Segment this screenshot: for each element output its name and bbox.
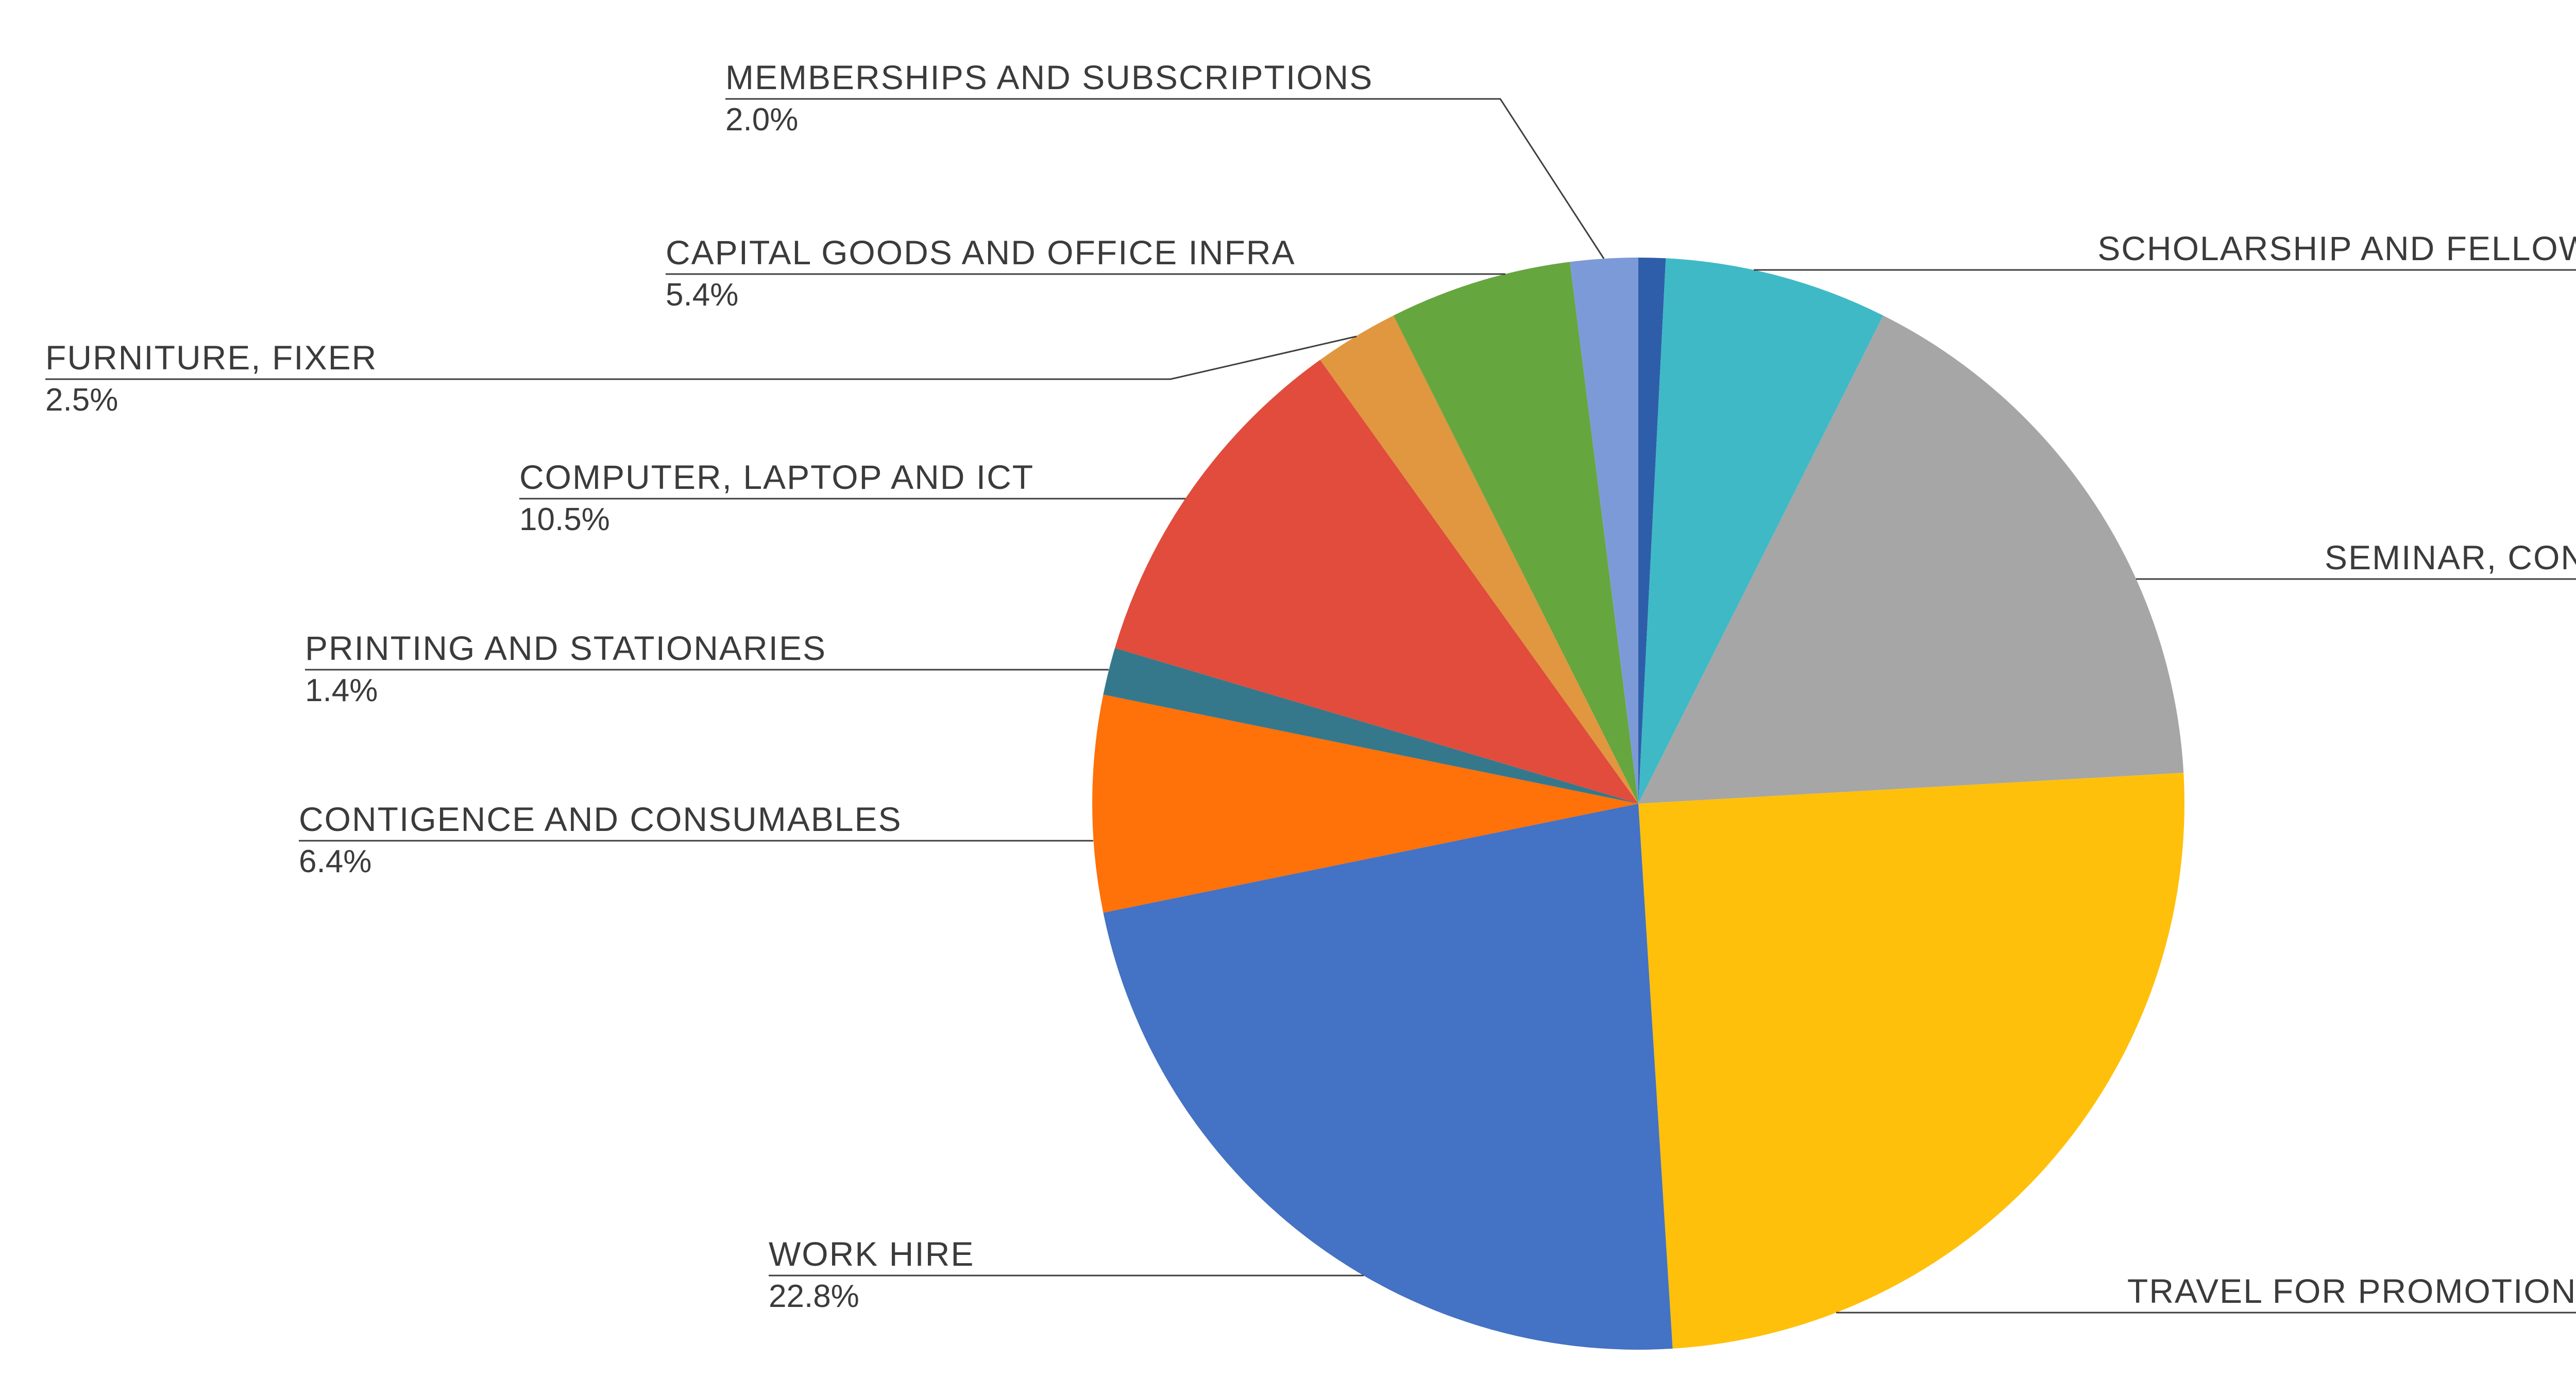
slice-percent: 22.8% — [769, 1279, 859, 1314]
slice-label-scholarship: SCHOLARSHIP AND FELLOWSHIP, AWARDS, REWA… — [2097, 229, 2576, 309]
slice-percent: 2.0% — [725, 102, 799, 138]
slice-label-text: CONTIGENCE AND CONSUMABLES — [299, 800, 902, 838]
pie-slice-capital-goods[interactable] — [1393, 262, 1638, 804]
slice-percent: 1.4% — [305, 673, 378, 708]
slice-label-furniture: FURNITURE, FIXER 2.5% — [45, 338, 377, 418]
slice-percent: 6.4% — [299, 844, 372, 879]
slice-label-seminar: SEMINAR, CONFERENCE, EVENTS AND DELE... … — [2325, 538, 2576, 618]
slice-label-text: FURNITURE, FIXER — [45, 338, 378, 377]
slice-label-computer: COMPUTER, LAPTOP AND ICT 10.5% — [519, 457, 1034, 538]
pie-slice-memberships[interactable] — [1570, 258, 1638, 804]
slice-percent: 24.9% — [2127, 1316, 2576, 1352]
slice-label-text: SCHOLARSHIP AND FELLOWSHIP, AWARDS, REWA… — [2097, 229, 2576, 267]
slice-label-text: COMPUTER, LAPTOP AND ICT — [519, 458, 1035, 496]
slice-label-text: SEMINAR, CONFERENCE, EVENTS AND DELE... — [2325, 538, 2576, 576]
pie-slice-seminar[interactable] — [1638, 315, 2184, 804]
slice-label-memberships: MEMBERSHIPS AND SUBSCRIPTIONS 2.0% — [725, 58, 1373, 138]
slice-label-printing: PRINTING AND STATIONARIES 1.4% — [305, 628, 826, 709]
pie-slice-contigence[interactable] — [1092, 694, 1638, 913]
slice-label-text: CAPITAL GOODS AND OFFICE INFRA — [666, 233, 1296, 271]
slice-percent: 10.5% — [519, 502, 610, 537]
slice-percent: 5.4% — [666, 277, 739, 313]
pie-slice-computer[interactable] — [1115, 360, 1638, 804]
pie-slice-unlabeled[interactable] — [1638, 257, 1666, 804]
slice-label-travel: TRAVEL FOR PROMOTION OF INTERNATIONAL RE… — [2127, 1271, 2576, 1352]
slice-label-work-hire: WORK HIRE 22.8% — [769, 1234, 974, 1315]
slice-label-contigence: CONTIGENCE AND CONSUMABLES 6.4% — [299, 800, 902, 880]
pie-slice-furniture[interactable] — [1320, 315, 1638, 804]
slice-label-text: MEMBERSHIPS AND SUBSCRIPTIONS — [725, 58, 1374, 96]
pie-slice-printing[interactable] — [1103, 648, 1638, 804]
slice-percent: 16.7% — [2325, 582, 2576, 618]
pie-slice-scholarship[interactable] — [1638, 258, 1884, 804]
slice-label-text: TRAVEL FOR PROMOTION OF INTERNATIONAL RE… — [2127, 1272, 2576, 1310]
slice-percent: 6.6% — [2097, 273, 2576, 309]
pie-slice-travel[interactable] — [1638, 773, 2184, 1349]
leader-line-furniture — [45, 335, 1357, 380]
slice-label-text: WORK HIRE — [769, 1235, 975, 1273]
leader-line-memberships — [725, 98, 1605, 259]
slice-label-text: PRINTING AND STATIONARIES — [305, 629, 826, 667]
pie-slice-work-hire[interactable] — [1103, 804, 1673, 1350]
slice-percent: 2.5% — [45, 382, 118, 418]
slice-label-capital-goods: CAPITAL GOODS AND OFFICE INFRA 5.4% — [666, 233, 1295, 313]
